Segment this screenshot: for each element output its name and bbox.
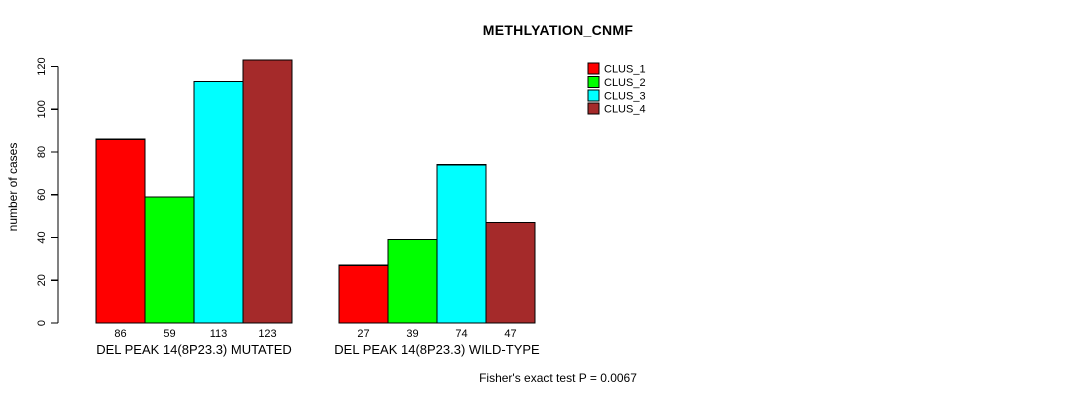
legend-swatch bbox=[587, 89, 600, 102]
y-tick-label: 80 bbox=[36, 146, 48, 158]
group-label: DEL PEAK 14(8P23.3) WILD-TYPE bbox=[334, 342, 540, 357]
bar-value-label: 74 bbox=[455, 328, 467, 340]
legend-swatch bbox=[587, 75, 600, 88]
bar bbox=[242, 59, 293, 324]
bar bbox=[144, 196, 195, 324]
y-tick-label: 0 bbox=[36, 320, 48, 326]
pvalue-annotation: Fisher's exact test P = 0.0067 bbox=[479, 371, 637, 385]
y-tick-label: 100 bbox=[36, 100, 48, 118]
bar bbox=[193, 80, 244, 324]
legend-swatch bbox=[587, 62, 600, 75]
legend-label: CLUS_4 bbox=[604, 104, 646, 116]
y-tick-label: 20 bbox=[36, 274, 48, 286]
legend-label: CLUS_1 bbox=[604, 64, 646, 76]
bar bbox=[387, 239, 438, 324]
bar bbox=[436, 164, 487, 324]
legend-label: CLUS_3 bbox=[604, 90, 646, 102]
bar bbox=[95, 138, 146, 324]
group-label: DEL PEAK 14(8P23.3) MUTATED bbox=[96, 342, 292, 357]
bar-value-label: 123 bbox=[258, 328, 276, 340]
bar-value-label: 39 bbox=[406, 328, 418, 340]
y-tick-label: 40 bbox=[36, 231, 48, 243]
y-tick-label: 60 bbox=[36, 189, 48, 201]
legend-swatch bbox=[587, 102, 600, 115]
bar bbox=[338, 264, 389, 324]
y-tick-label: 120 bbox=[36, 57, 48, 75]
bar-value-label: 86 bbox=[114, 328, 126, 340]
bar-value-label: 113 bbox=[210, 328, 228, 340]
legend-label: CLUS_2 bbox=[604, 77, 646, 89]
chart-title: METHLYATION_CNMF bbox=[482, 22, 634, 38]
bar-value-label: 47 bbox=[504, 328, 516, 340]
bar bbox=[485, 221, 536, 324]
bar-value-label: 59 bbox=[163, 328, 175, 340]
bar-value-label: 27 bbox=[357, 328, 369, 340]
